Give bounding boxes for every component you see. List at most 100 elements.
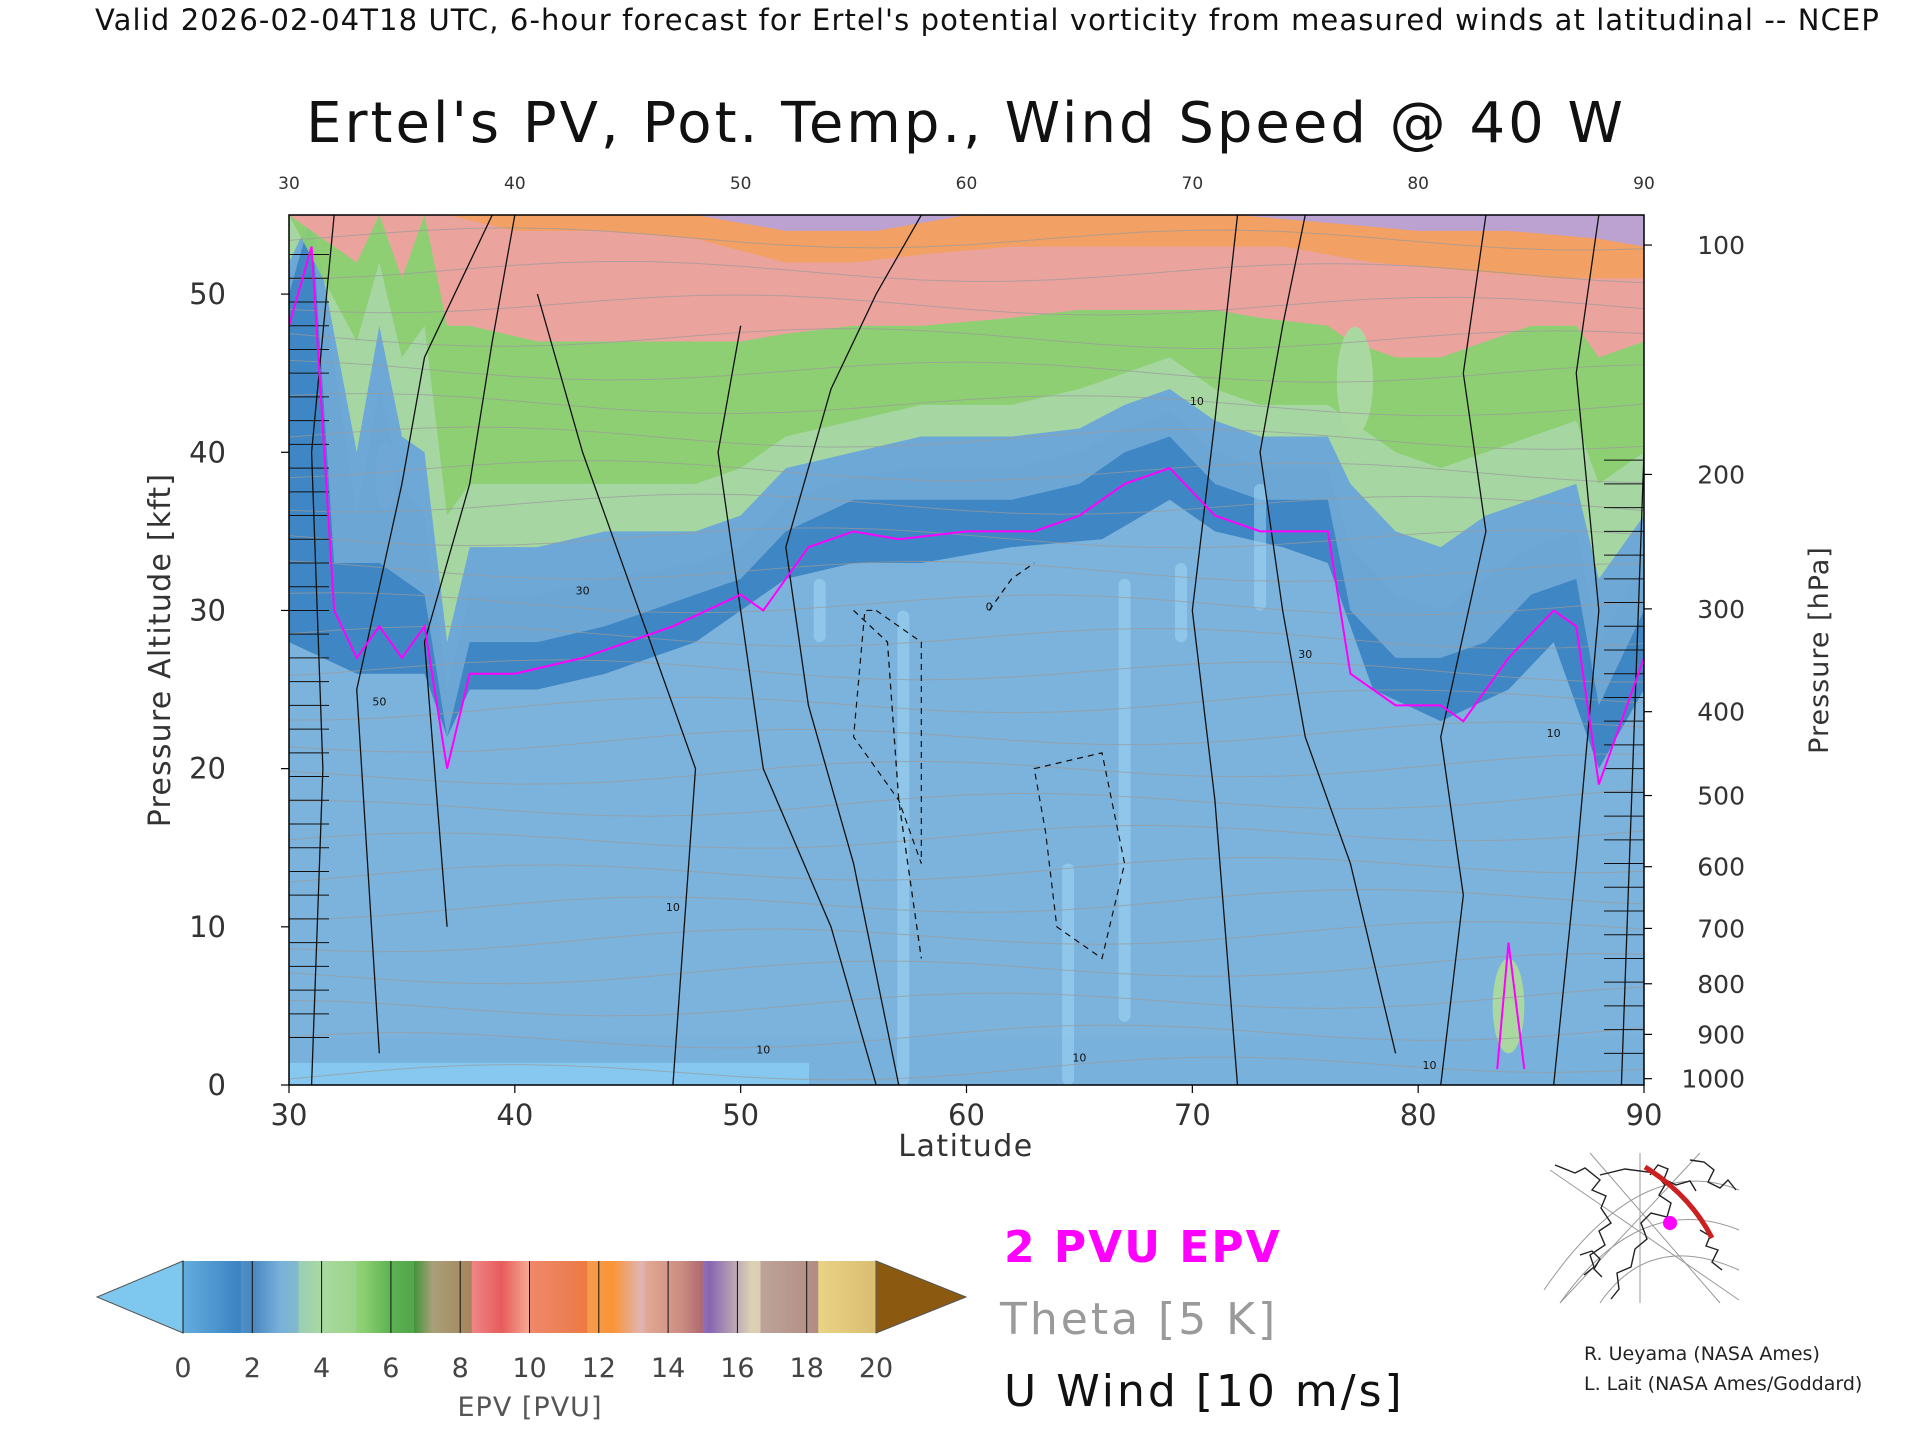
chart-title: Ertel's PV, Pot. Temp., Wind Speed @ 40 … bbox=[306, 91, 1626, 156]
colorbar-high-arrow bbox=[875, 1260, 968, 1334]
colorbar-tick-labels: 0 2 4 6 8 10 12 14 16 18 20 bbox=[174, 1353, 893, 1384]
theta-contour-9 bbox=[289, 753, 1644, 785]
locator-map bbox=[1543, 1152, 1740, 1304]
x-tick-label: 30 bbox=[271, 1098, 308, 1132]
x-top-tick-label: 30 bbox=[278, 174, 300, 194]
colorbar-low-arrow bbox=[95, 1260, 184, 1334]
colorbar-cells bbox=[182, 1261, 877, 1333]
y-axis-kft: 0 10 20 30 40 50 bbox=[189, 277, 289, 1102]
theta-contour-2 bbox=[289, 986, 1644, 1017]
pressure-tick-label: 500 bbox=[1697, 782, 1745, 811]
u-wind-label: 10 bbox=[666, 901, 680, 914]
theta-contour-16 bbox=[289, 527, 1644, 549]
pv-anomaly-0 bbox=[374, 442, 398, 510]
credit-line-2: L. Lait (NASA Ames/Goddard) bbox=[1584, 1373, 1862, 1395]
theta-contour-24 bbox=[289, 260, 1644, 284]
x-tick-label: 50 bbox=[722, 1098, 759, 1132]
u-wind-negative-0 bbox=[852, 609, 922, 864]
u-wind-contour-9 bbox=[1259, 215, 1397, 1054]
u-wind-contour-10 bbox=[1440, 215, 1487, 1085]
theta-contour-23 bbox=[289, 294, 1644, 316]
y-tick-label: 50 bbox=[189, 277, 226, 311]
y-tick-label: 30 bbox=[189, 593, 226, 627]
u-wind-label: 10 bbox=[1422, 1059, 1436, 1072]
u-wind-contour-5 bbox=[785, 215, 922, 1085]
pv-anomaly-1 bbox=[1336, 326, 1373, 436]
u-wind-contour-8 bbox=[1191, 215, 1239, 1085]
y-axis-label-right: Pressure [hPa] bbox=[1804, 546, 1835, 754]
y-tick-label: 10 bbox=[189, 910, 226, 944]
u-wind-label: 10 bbox=[1072, 1051, 1086, 1064]
legend-u-wind: U Wind [10 m/s] bbox=[1004, 1366, 1405, 1417]
u-wind-contour-11 bbox=[1553, 215, 1600, 1085]
u-wind-negative-1 bbox=[1033, 752, 1126, 960]
colorbar-tick-label: 0 bbox=[174, 1353, 191, 1384]
theta-contour-8 bbox=[289, 788, 1644, 817]
pv-band-6 bbox=[289, 215, 1644, 279]
u-wind-label: 10 bbox=[756, 1043, 770, 1056]
u-wind-label: 0 bbox=[986, 600, 993, 613]
u-wind-contour-6 bbox=[853, 609, 922, 959]
u-wind-label: 30 bbox=[1298, 648, 1312, 661]
y-tick-label: 20 bbox=[189, 752, 226, 786]
colorbar-tick-label: 20 bbox=[859, 1353, 893, 1384]
theta-contour-14 bbox=[289, 592, 1644, 616]
u-wind-label: 10 bbox=[1190, 395, 1204, 408]
theta-contour-18 bbox=[289, 460, 1644, 484]
theta-contour-20 bbox=[289, 393, 1644, 417]
theta-contour-21 bbox=[289, 359, 1644, 383]
tropopause-2pvu-line bbox=[289, 246, 1644, 1070]
colorbar-tick-label: 6 bbox=[382, 1353, 399, 1384]
x-top-tick-label: 80 bbox=[1407, 174, 1429, 194]
pv-band-7 bbox=[289, 215, 1644, 247]
u-wind-label: 30 bbox=[576, 585, 590, 598]
x-axis-label: Latitude bbox=[898, 1129, 1033, 1164]
y-axis-label-left: Pressure Altitude [kft] bbox=[143, 473, 178, 828]
pressure-tick-label: 700 bbox=[1697, 914, 1745, 943]
x-axis: 30 40 50 60 70 80 90 bbox=[271, 1085, 1663, 1132]
theta-contour-10 bbox=[289, 721, 1644, 753]
y-tick-label: 40 bbox=[189, 435, 226, 469]
pressure-tick-label: 200 bbox=[1697, 460, 1745, 489]
x-tick-label: 70 bbox=[1174, 1098, 1211, 1132]
u-wind-contour-2 bbox=[423, 215, 516, 927]
pv-streak-0 bbox=[897, 610, 910, 1085]
x-top-tick-label: 90 bbox=[1633, 174, 1655, 194]
pv-streak-1 bbox=[1062, 863, 1075, 1085]
u-wind-label: 10 bbox=[1547, 727, 1561, 740]
legend: 2 PVU EPV Theta [5 K] U Wind [10 m/s] bbox=[999, 1222, 1405, 1417]
colorbar-tick-label: 18 bbox=[790, 1353, 824, 1384]
colorbar: 0 2 4 6 8 10 12 14 16 18 20 EPV [PVU] bbox=[95, 1260, 968, 1423]
theta-contour-4 bbox=[289, 921, 1644, 953]
theta-contour-12 bbox=[289, 659, 1644, 683]
valid-time-header: Valid 2026-02-04T18 UTC, 6-hour forecast… bbox=[95, 3, 1880, 37]
theta-contour-17 bbox=[289, 493, 1644, 515]
pv-streak-2 bbox=[1118, 578, 1131, 1022]
x-axis-top: 30 40 50 60 70 80 90 bbox=[278, 174, 1655, 194]
colorbar-label: EPV [PVU] bbox=[458, 1392, 603, 1423]
pressure-tick-label: 400 bbox=[1697, 698, 1745, 727]
theta-contour-13 bbox=[289, 625, 1644, 650]
credit-line-1: R. Ueyama (NASA Ames) bbox=[1584, 1343, 1820, 1365]
colorbar-tick-label: 10 bbox=[512, 1353, 546, 1384]
theta-contour-7 bbox=[289, 824, 1644, 849]
x-top-tick-label: 60 bbox=[956, 174, 978, 194]
x-tick-label: 90 bbox=[1626, 1098, 1663, 1132]
theta-contours bbox=[289, 227, 1644, 1081]
theta-contour-1 bbox=[289, 1024, 1644, 1049]
theta-contour-6 bbox=[289, 857, 1644, 883]
pv-streak-5 bbox=[813, 578, 826, 643]
legend-theta: Theta [5 K] bbox=[999, 1294, 1278, 1345]
pressure-tick-label: 600 bbox=[1697, 853, 1745, 882]
colorbar-tick-label: 4 bbox=[313, 1353, 330, 1384]
colorbar-tick-label: 16 bbox=[720, 1353, 754, 1384]
pressure-tick-label: 300 bbox=[1697, 595, 1745, 624]
pressure-tick-label: 1000 bbox=[1681, 1065, 1745, 1094]
u-wind-contour-3 bbox=[536, 293, 697, 1085]
theta-contour-11 bbox=[289, 689, 1644, 721]
theta-contour-5 bbox=[289, 888, 1644, 921]
x-top-tick-label: 50 bbox=[730, 174, 752, 194]
theta-contour-25 bbox=[289, 227, 1644, 251]
x-tick-label: 60 bbox=[948, 1098, 985, 1132]
y-tick-label: 0 bbox=[208, 1068, 226, 1102]
